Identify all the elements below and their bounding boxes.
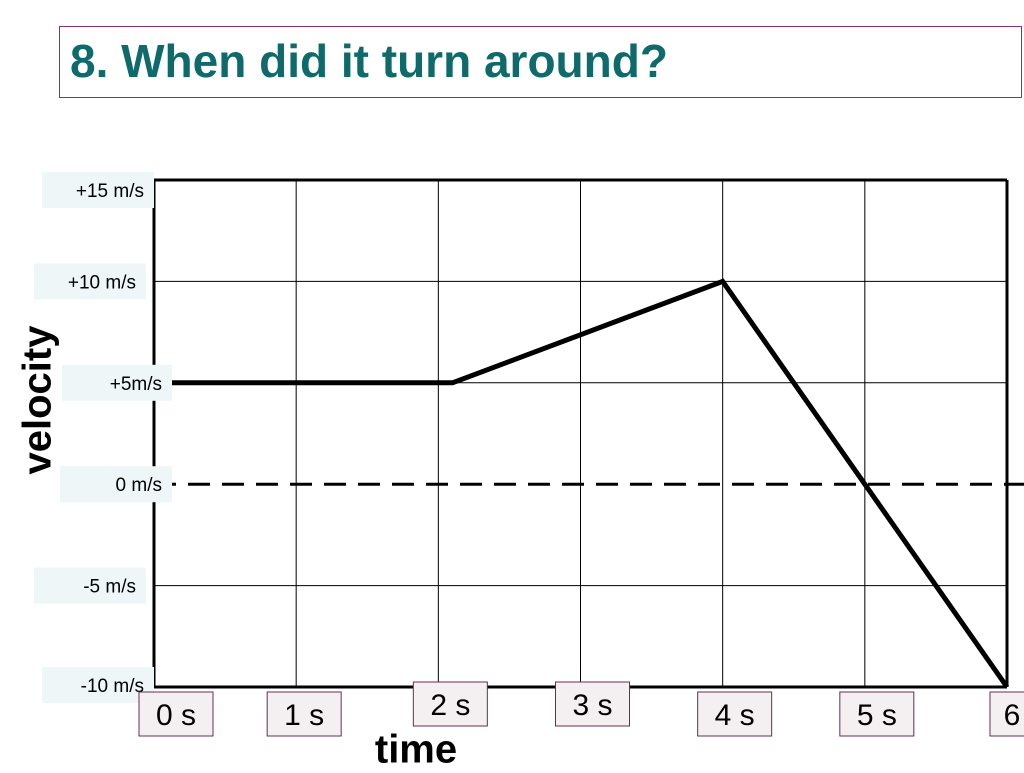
x-tick-label: 0 s xyxy=(138,691,214,737)
x-tick-box xyxy=(839,691,915,737)
x-tick-label: 6 xyxy=(989,691,1024,737)
x-tick-box xyxy=(138,691,214,737)
title-box: 8. When did it turn around? xyxy=(59,26,1022,98)
y-tick-background xyxy=(42,172,154,208)
y-tick-label: +5m/s xyxy=(62,364,172,401)
x-tick-label: 1 s xyxy=(266,691,342,737)
y-tick-label: 0 m/s xyxy=(60,466,172,503)
y-tick-labels: +15 m/s +10 m/s +5m/s 0 m/s -5 m/s -10 m/s xyxy=(34,172,172,703)
x-tick-label: 2 s xyxy=(412,681,488,727)
y-tick-text: +15 m/s xyxy=(76,181,144,202)
y-tick-label: +15 m/s xyxy=(42,172,154,208)
x-tick-box xyxy=(697,691,773,737)
y-tick-background xyxy=(34,263,146,300)
x-tick-box xyxy=(266,691,342,737)
x-tick-text: 6 xyxy=(1004,699,1021,732)
x-tick-box xyxy=(412,681,488,727)
x-tick-box xyxy=(555,681,630,727)
y-tick-text: +5m/s xyxy=(110,374,162,395)
x-tick-text: 0 s xyxy=(156,699,196,732)
y-tick-background xyxy=(42,667,154,703)
y-tick-label: +10 m/s xyxy=(34,263,146,300)
y-axis-label: velocity xyxy=(15,325,60,475)
series-layer xyxy=(154,278,1010,689)
y-tick-text: 0 m/s xyxy=(116,475,162,496)
x-tick-label: 3 s xyxy=(555,681,630,727)
x-tick-text: 1 s xyxy=(284,699,324,732)
grid xyxy=(152,178,1009,689)
x-tick-label: 4 s xyxy=(697,691,773,737)
x-tick-text: 2 s xyxy=(430,689,470,722)
x-tick-text: 5 s xyxy=(857,699,897,732)
y-tick-text: -5 m/s xyxy=(83,577,136,598)
y-tick-background xyxy=(34,567,146,604)
velocity-series-line xyxy=(154,278,1010,689)
y-tick-label: -10 m/s xyxy=(42,667,154,703)
x-tick-labels: 0 s 1 s 2 s 3 s 4 s 5 s 6 xyxy=(138,681,1024,737)
x-axis-label: time xyxy=(374,727,458,772)
x-tick-text: 4 s xyxy=(715,699,755,732)
y-tick-background xyxy=(62,364,172,401)
x-tick-label: 5 s xyxy=(839,691,915,737)
y-tick-background xyxy=(60,466,172,503)
page-title: 8. When did it turn around? xyxy=(70,35,668,87)
y-tick-text: +10 m/s xyxy=(68,272,136,293)
y-tick-text: -10 m/s xyxy=(81,676,144,697)
x-tick-text: 3 s xyxy=(572,689,612,722)
x-tick-box xyxy=(989,691,1024,737)
y-tick-label: -5 m/s xyxy=(34,567,146,604)
